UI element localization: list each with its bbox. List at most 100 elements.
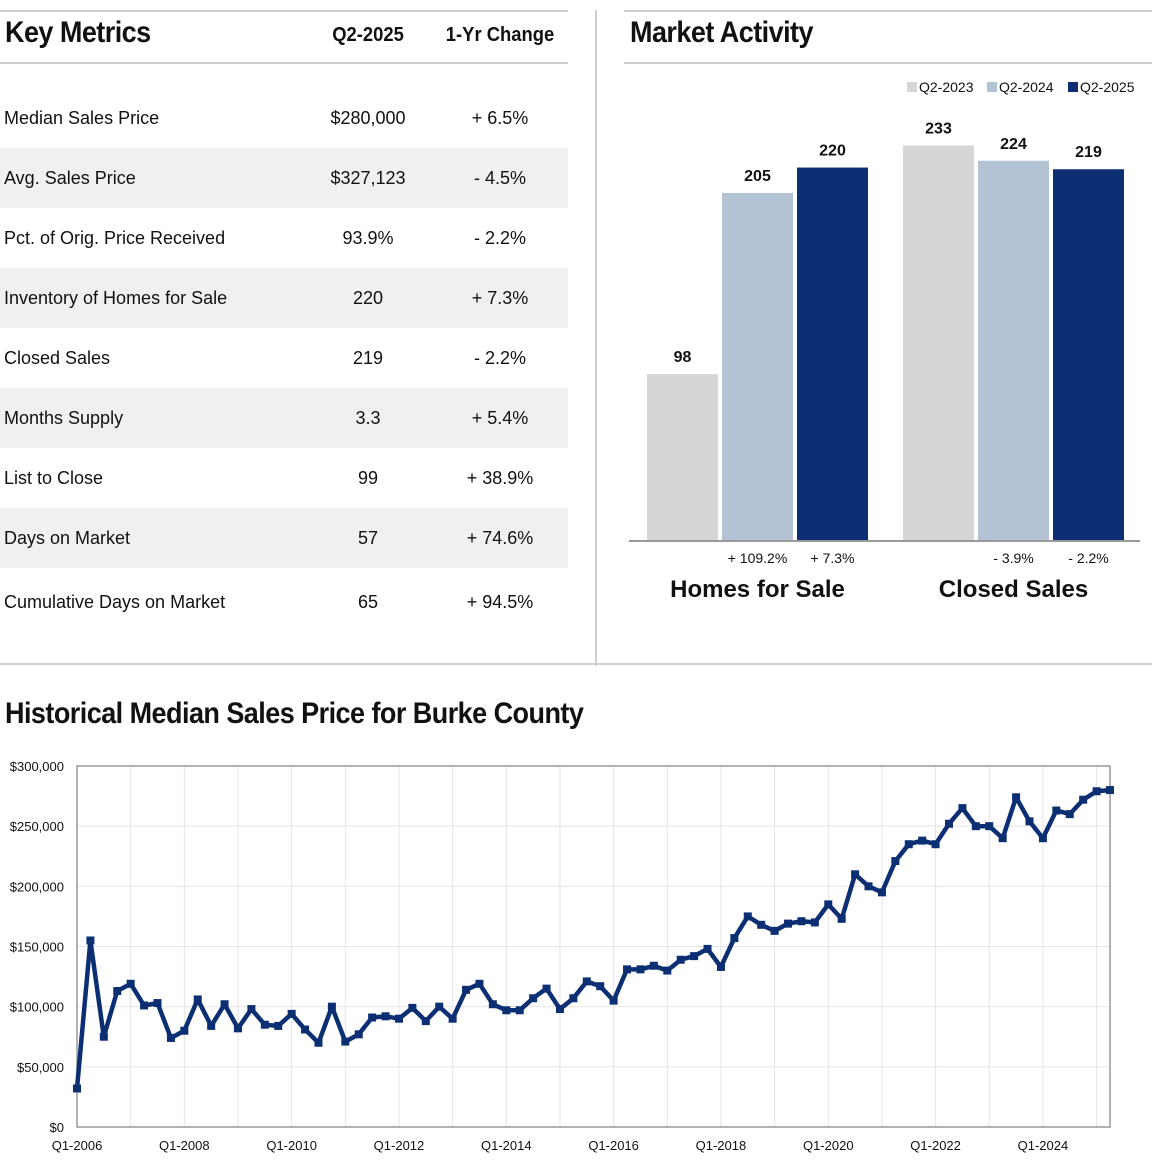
bar-q2-2024-homes-for-sale: [722, 192, 793, 540]
data-point-marker: [394, 1014, 403, 1023]
data-point-marker: [207, 1021, 216, 1030]
legend-swatch-q2-2025: [1068, 82, 1078, 92]
metric-change: - 4.5%: [473, 168, 527, 188]
data-point-marker: [958, 804, 967, 813]
bar-q2-2023-closed-sales: [903, 145, 974, 540]
x-tick-label: Q1-2020: [803, 1138, 854, 1153]
data-point-marker: [663, 966, 672, 975]
data-point-marker: [233, 1024, 242, 1033]
data-point-marker: [166, 1033, 175, 1042]
data-point-marker: [596, 982, 605, 991]
data-point-marker: [743, 912, 752, 921]
data-point-marker: [153, 999, 162, 1008]
change-label: - 3.9%: [993, 550, 1033, 566]
change-label: - 2.2%: [1068, 550, 1108, 566]
bar-value-label: 233: [925, 121, 952, 138]
category-label: Closed Sales: [939, 576, 1088, 603]
metric-change: + 74.6%: [466, 528, 534, 548]
data-point-marker: [488, 1000, 497, 1009]
data-point-marker: [703, 944, 712, 953]
data-point-marker: [247, 1005, 256, 1014]
metric-value: 3.3: [355, 408, 381, 428]
bar-value-label: 219: [1075, 144, 1102, 161]
metric-value: 220: [352, 288, 384, 308]
historical-median-price-chart: $0 $50,000 $100,000 $150,000 $200,000 $250,00…: [10, 759, 1114, 1153]
metric-label: Closed Sales: [4, 348, 111, 368]
data-point-marker: [86, 936, 95, 945]
data-point-marker: [368, 1013, 377, 1022]
data-point-marker: [784, 919, 793, 928]
data-point-marker: [582, 977, 591, 986]
key-metrics-title: Key Metrics: [5, 16, 151, 49]
data-point-marker: [327, 1002, 336, 1011]
data-point-marker: [73, 1084, 81, 1093]
metric-label: Cumulative Days on Market: [4, 592, 226, 612]
data-point-marker: [837, 914, 846, 923]
metric-row: Months Supply 3.3 + 5.4%: [0, 388, 568, 448]
data-point-marker: [690, 952, 699, 961]
metric-value: 219: [352, 348, 384, 368]
metric-change: + 7.3%: [471, 288, 529, 308]
data-point-marker: [636, 965, 645, 974]
metric-row: List to Close 99 + 38.9%: [0, 448, 568, 508]
bar-value-label: 98: [674, 349, 692, 366]
metric-change: + 94.5%: [466, 592, 534, 612]
data-point-marker: [462, 985, 471, 994]
x-tick-label: Q1-2010: [266, 1138, 317, 1153]
data-point-marker: [99, 1032, 108, 1041]
metric-row: Days on Market 57 + 74.6%: [0, 508, 568, 568]
y-tick-label: $100,000: [10, 1000, 64, 1015]
metric-value: 57: [357, 528, 379, 548]
data-point-marker: [381, 1012, 390, 1021]
data-point-marker: [676, 955, 685, 964]
y-tick-label: $250,000: [10, 819, 64, 834]
change-label: + 109.2%: [728, 550, 788, 566]
data-point-marker: [529, 994, 538, 1003]
data-point-marker: [971, 822, 980, 831]
metric-change: - 2.2%: [473, 348, 527, 368]
data-point-marker: [945, 819, 954, 828]
legend-label: Q2-2024: [999, 79, 1054, 95]
metric-row: Median Sales Price $280,000 + 6.5%: [0, 88, 568, 148]
data-point-marker: [810, 918, 819, 927]
metric-row: Cumulative Days on Market 65 + 94.5%: [0, 572, 568, 632]
metric-change: - 2.2%: [473, 228, 527, 248]
data-point-marker: [1038, 834, 1047, 843]
data-point-marker: [1052, 806, 1061, 815]
x-tick-label: Q1-2012: [374, 1138, 425, 1153]
data-point-marker: [770, 926, 779, 935]
data-point-marker: [180, 1026, 189, 1035]
data-point-marker: [1079, 795, 1088, 804]
metric-label: Pct. of Orig. Price Received: [4, 228, 226, 248]
data-point-marker: [1065, 810, 1074, 819]
data-point-marker: [354, 1030, 363, 1039]
metric-value: 93.9%: [342, 228, 394, 248]
metric-row: Avg. Sales Price $327,123 - 4.5%: [0, 148, 568, 208]
x-tick-label: Q1-2016: [588, 1138, 639, 1153]
data-point-marker: [260, 1020, 269, 1029]
bar-q2-2025-homes-for-sale: [797, 167, 868, 540]
data-point-marker: [1012, 793, 1021, 802]
x-tick-label: Q1-2006: [52, 1138, 103, 1153]
bar-q2-2024-closed-sales: [978, 160, 1049, 541]
market-activity-title: Market Activity: [630, 16, 814, 49]
x-tick-label: Q1-2018: [696, 1138, 747, 1153]
data-point-marker: [730, 934, 739, 943]
metric-label: Inventory of Homes for Sale: [4, 288, 228, 308]
data-point-marker: [113, 987, 122, 996]
metric-change: + 6.5%: [471, 108, 529, 128]
data-point-marker: [435, 1002, 444, 1011]
metric-value: 99: [357, 468, 379, 488]
data-point-marker: [985, 822, 994, 831]
bar-value-label: 224: [1000, 136, 1027, 153]
metric-row: Inventory of Homes for Sale 220 + 7.3%: [0, 268, 568, 328]
data-point-marker: [193, 995, 202, 1004]
data-point-marker: [126, 979, 135, 988]
legend-swatch-q2-2024: [987, 82, 997, 92]
y-tick-label: $50,000: [17, 1060, 64, 1075]
data-point-marker: [998, 834, 1007, 843]
data-point-marker: [274, 1021, 283, 1030]
y-tick-label: $200,000: [10, 879, 64, 894]
data-point-marker: [301, 1025, 310, 1034]
data-point-marker: [502, 1006, 511, 1015]
